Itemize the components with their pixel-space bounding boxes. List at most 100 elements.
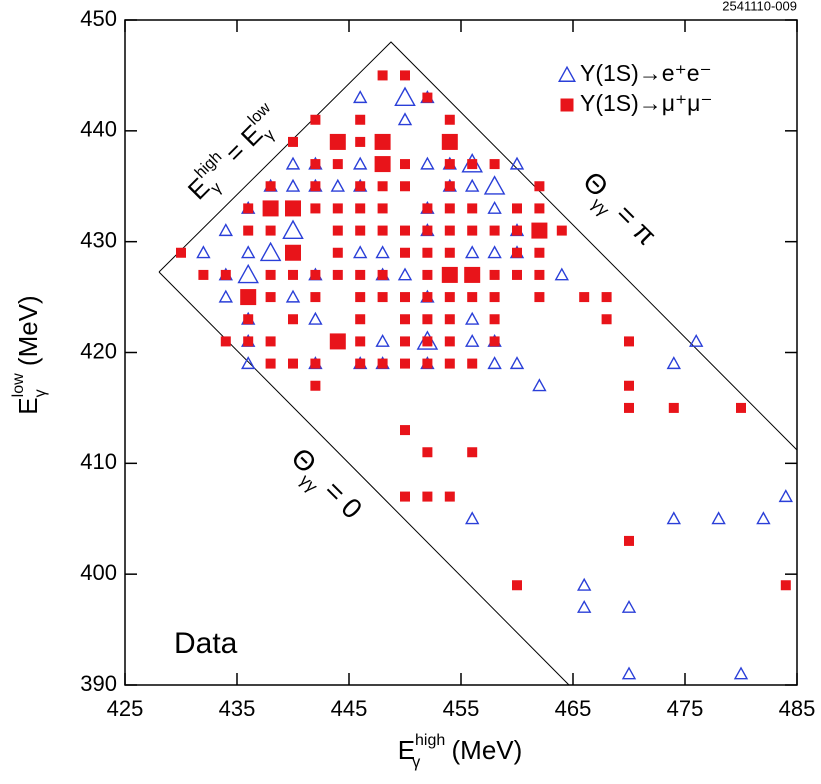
t: high: [415, 732, 445, 749]
data-point: [577, 599, 592, 613]
y-tick-label: 420: [80, 338, 117, 363]
data-point: [444, 292, 455, 303]
data-point: [355, 225, 366, 236]
data-point: [444, 247, 455, 258]
x-tick-label: 475: [667, 696, 704, 721]
data-point: [467, 292, 478, 303]
data-point: [310, 292, 321, 303]
data-point: [288, 314, 298, 325]
data-point: [689, 333, 704, 347]
data-point: [308, 311, 323, 325]
data-point: [310, 114, 321, 125]
data-point: [400, 247, 410, 258]
data-point: [288, 269, 298, 280]
data-point: [397, 267, 413, 281]
data-point: [243, 336, 254, 347]
y-tick-label: 400: [80, 560, 117, 585]
data-point: [329, 333, 346, 350]
data-point: [265, 269, 276, 280]
data-point: [355, 358, 366, 369]
data-point: [467, 225, 478, 236]
y-tick-label: 450: [80, 6, 117, 31]
data-point: [420, 156, 435, 170]
data-point: [736, 402, 746, 413]
data-point: [330, 178, 345, 192]
data-point: [377, 203, 388, 214]
data-point: [400, 292, 410, 303]
data-point: [512, 269, 522, 280]
data-point: [265, 292, 276, 303]
data-point: [285, 178, 301, 192]
data-point: [467, 203, 478, 214]
annotation-text: Θγγ = 0: [280, 442, 368, 530]
annotation-text: Θγγ = π: [572, 166, 663, 257]
data-point: [400, 181, 410, 192]
data-point: [400, 358, 410, 369]
data-point: [355, 336, 366, 347]
data-point: [355, 269, 366, 280]
data-point: [265, 358, 276, 369]
data-point: [512, 203, 522, 214]
data-point: [240, 289, 257, 306]
data-point: [285, 289, 301, 303]
kinematic-boundary: [158, 41, 798, 451]
data-point: [444, 491, 455, 502]
data-point: [218, 289, 233, 303]
data-point: [780, 580, 791, 591]
data-point: [329, 133, 346, 150]
annotation: Ehighγ = Elowγ: [182, 99, 279, 205]
t: = 0: [312, 469, 367, 524]
t: (MeV): [452, 735, 523, 765]
data-point: [489, 225, 500, 236]
t: = E: [214, 119, 268, 173]
data-point: [176, 247, 186, 258]
data-point: [310, 181, 321, 192]
data-point: [489, 336, 500, 347]
legend-label: Υ(1S)→μ⁺μ⁻: [580, 90, 713, 116]
data-point: [489, 159, 500, 170]
data-point: [465, 333, 480, 347]
plot-frame: [124, 19, 798, 686]
data-point: [288, 136, 298, 147]
data-point: [400, 425, 410, 436]
t: γ: [412, 754, 420, 771]
data-point: [444, 358, 455, 369]
data-point: [465, 178, 480, 192]
data-point: [400, 70, 410, 81]
data-point: [756, 511, 771, 525]
y-tick-label: 440: [80, 117, 117, 142]
data-point: [374, 156, 391, 173]
data-point: [400, 314, 410, 325]
data-point: [355, 181, 366, 192]
data-point: [534, 181, 545, 192]
data-point: [422, 336, 433, 347]
data-point: [400, 225, 410, 236]
data-point: [666, 511, 681, 525]
data-point: [375, 245, 390, 259]
data-point: [444, 159, 455, 170]
data-point: [668, 402, 679, 413]
data-point: [422, 269, 433, 280]
data-point: [282, 219, 304, 239]
data-point: [534, 292, 545, 303]
x-tick-label: 435: [219, 696, 256, 721]
data-point: [262, 200, 279, 217]
data-point: [467, 159, 478, 170]
y-tick-label: 430: [80, 227, 117, 252]
x-tick-label: 465: [555, 696, 592, 721]
data-point: [621, 666, 637, 680]
data-point: [332, 269, 343, 280]
data-point: [534, 269, 545, 280]
data-point: [355, 314, 366, 325]
data-point: [422, 314, 433, 325]
data-point: [332, 225, 343, 236]
data-point: [534, 203, 545, 214]
data-point: [441, 266, 458, 283]
data-point: [332, 159, 343, 170]
t: γ: [32, 389, 49, 397]
data-point: [310, 269, 321, 280]
t: Θ: [577, 166, 614, 203]
data-point: [711, 511, 726, 525]
data-point: [489, 292, 500, 303]
